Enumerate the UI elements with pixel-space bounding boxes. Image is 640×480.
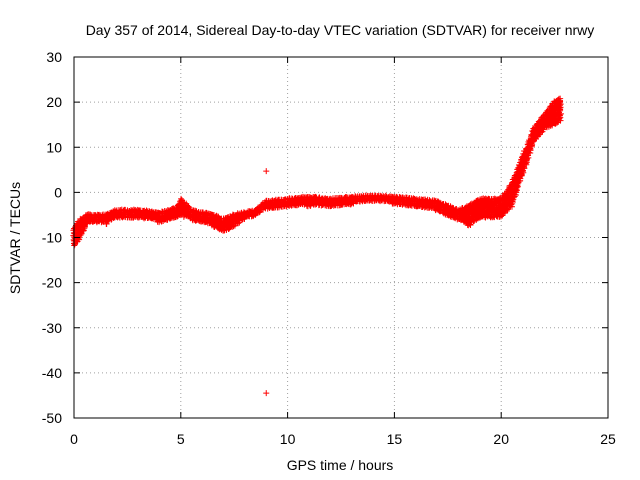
chart-title: Day 357 of 2014, Sidereal Day-to-day VTE… (86, 22, 595, 38)
x-tick-label: 10 (280, 431, 296, 447)
sdtvar-point (556, 99, 563, 106)
sdtvar-point (527, 147, 534, 154)
outlier-point (263, 168, 270, 175)
sdtvar-point (529, 138, 536, 145)
sdtvar-point (510, 196, 517, 203)
sdtvar-point (467, 221, 474, 228)
y-tick-label: -20 (42, 275, 62, 291)
y-tick-label: 0 (54, 184, 62, 200)
y-tick-label: -50 (42, 410, 62, 426)
tick-labels: 0 5 10 15 20 25 -50 -40 -30 -20 -10 0 10 20 30 (42, 49, 616, 447)
x-tick-label: 20 (493, 431, 509, 447)
axes (73, 56, 609, 419)
x-tick-label: 0 (70, 431, 78, 447)
x-tick-label: 25 (600, 431, 616, 447)
y-tick-label: -40 (42, 365, 62, 381)
sdtvar-point (294, 202, 301, 209)
y-axis-label: SDTVAR / TECUs (7, 182, 23, 294)
y-tick-label: 30 (46, 49, 62, 65)
sdtvar-point (513, 187, 520, 194)
sdtvar-point (538, 129, 545, 136)
y-tick-label: -10 (42, 230, 62, 246)
sdtvar-point (520, 169, 527, 176)
y-tick-label: 10 (46, 139, 62, 155)
x-tick-label: 15 (387, 431, 403, 447)
sdtvar-point (503, 207, 510, 214)
x-tick-label: 5 (177, 431, 185, 447)
sdtvar-point (558, 110, 565, 117)
sdtvar-point (524, 156, 531, 163)
data-layer (70, 95, 565, 397)
sdtvar-point (557, 117, 564, 124)
y-tick-label: -30 (42, 320, 62, 336)
grid (74, 57, 608, 418)
sdtvar-point (229, 223, 236, 230)
x-axis-label: GPS time / hours (287, 457, 394, 473)
sdtvar-point (80, 227, 87, 234)
y-tick-label: 20 (46, 94, 62, 110)
sdtvar-point (80, 227, 87, 234)
sdtvar-point (509, 200, 516, 207)
sdtvar-point (103, 221, 110, 228)
sdtvar-point (517, 175, 524, 182)
outlier-point (263, 390, 270, 397)
